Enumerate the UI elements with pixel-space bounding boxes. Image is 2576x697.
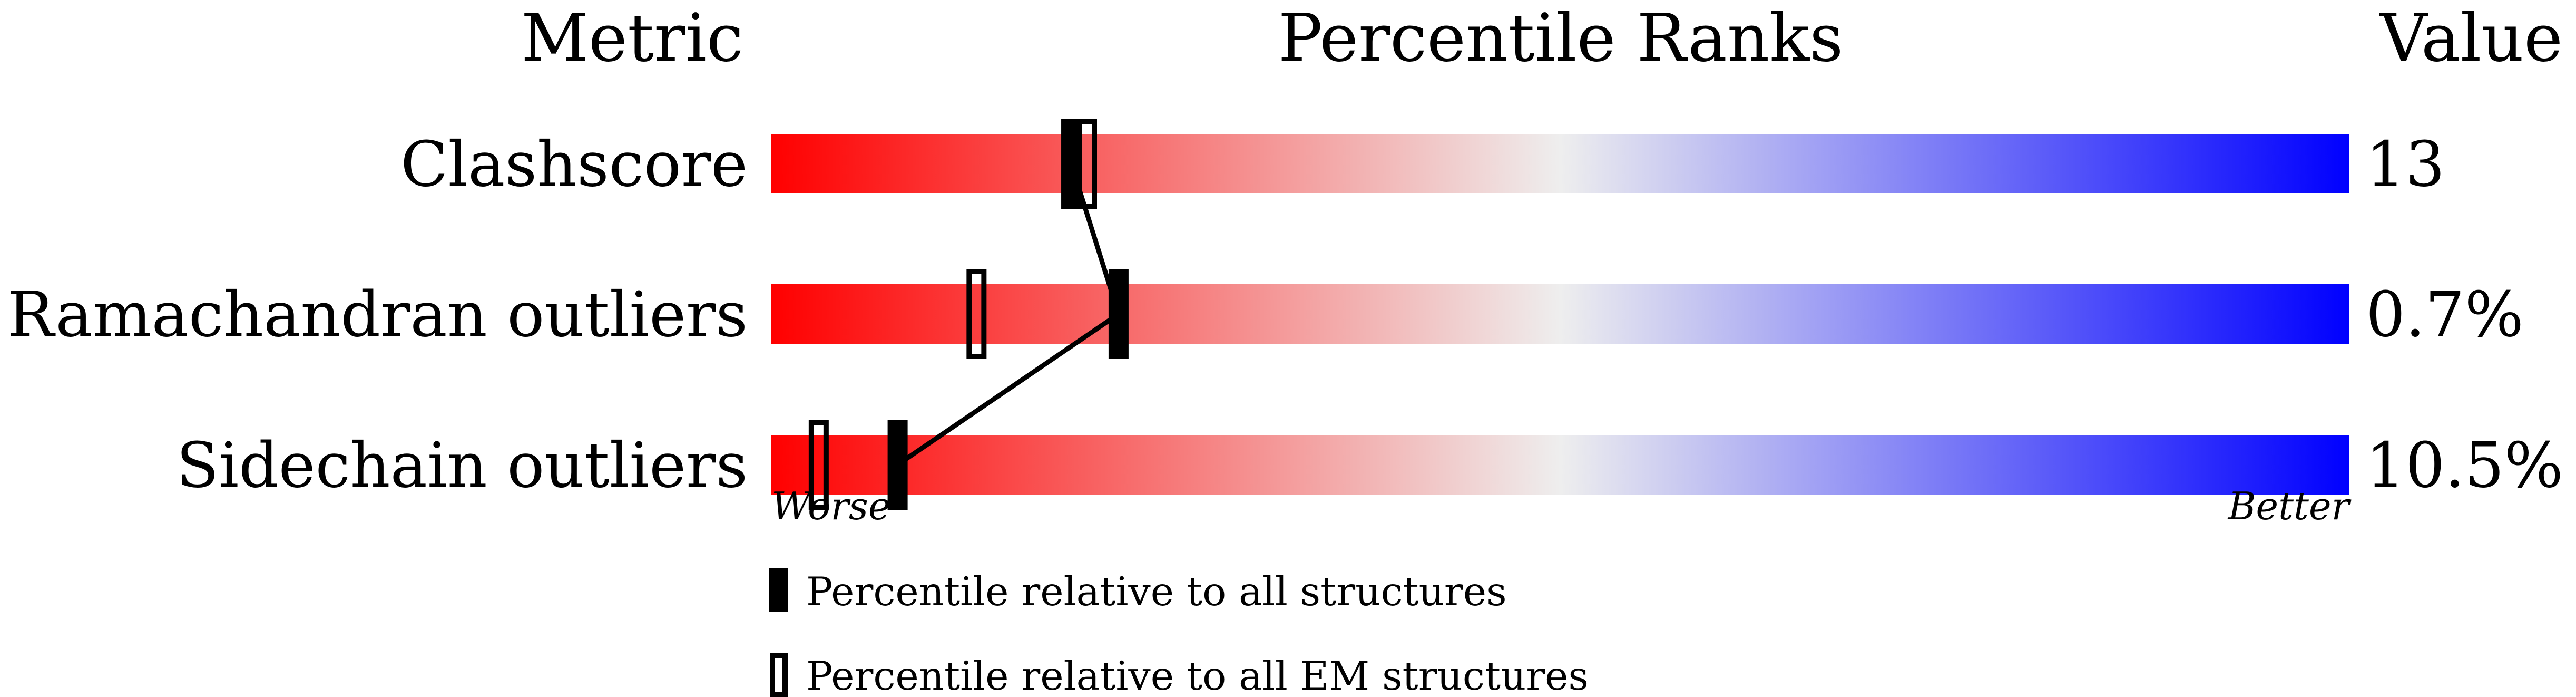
axis-better-label: Better bbox=[2227, 484, 2352, 528]
header-value: Value bbox=[2378, 0, 2563, 76]
metric-label: Ramachandran outliers bbox=[7, 278, 748, 351]
axis-worse-label: Worse bbox=[771, 484, 890, 528]
em-percentile-marker bbox=[966, 269, 987, 359]
header-metric: Metric bbox=[521, 0, 743, 76]
metric-label: Clashscore bbox=[400, 128, 748, 201]
percentile-bar bbox=[771, 435, 2349, 495]
legend-em-structures: Percentile relative to all EM structures bbox=[806, 653, 1589, 697]
metric-label: Sidechain outliers bbox=[177, 429, 748, 502]
metric-value: 10.5% bbox=[2366, 429, 2563, 502]
legend-filled-marker bbox=[769, 568, 788, 612]
percentile-bar bbox=[771, 284, 2349, 344]
em-percentile-marker bbox=[808, 420, 829, 510]
percentile-bar bbox=[771, 134, 2349, 193]
metric-value: 13 bbox=[2366, 128, 2445, 201]
all-percentile-marker bbox=[1108, 269, 1129, 359]
header-percentile-ranks: Percentile Ranks bbox=[1278, 0, 1844, 76]
all-percentile-marker bbox=[1061, 119, 1082, 209]
legend-all-structures: Percentile relative to all structures bbox=[806, 568, 1507, 615]
all-percentile-marker bbox=[887, 420, 908, 510]
metric-value: 0.7% bbox=[2366, 278, 2524, 351]
legend-open-marker bbox=[770, 653, 788, 697]
